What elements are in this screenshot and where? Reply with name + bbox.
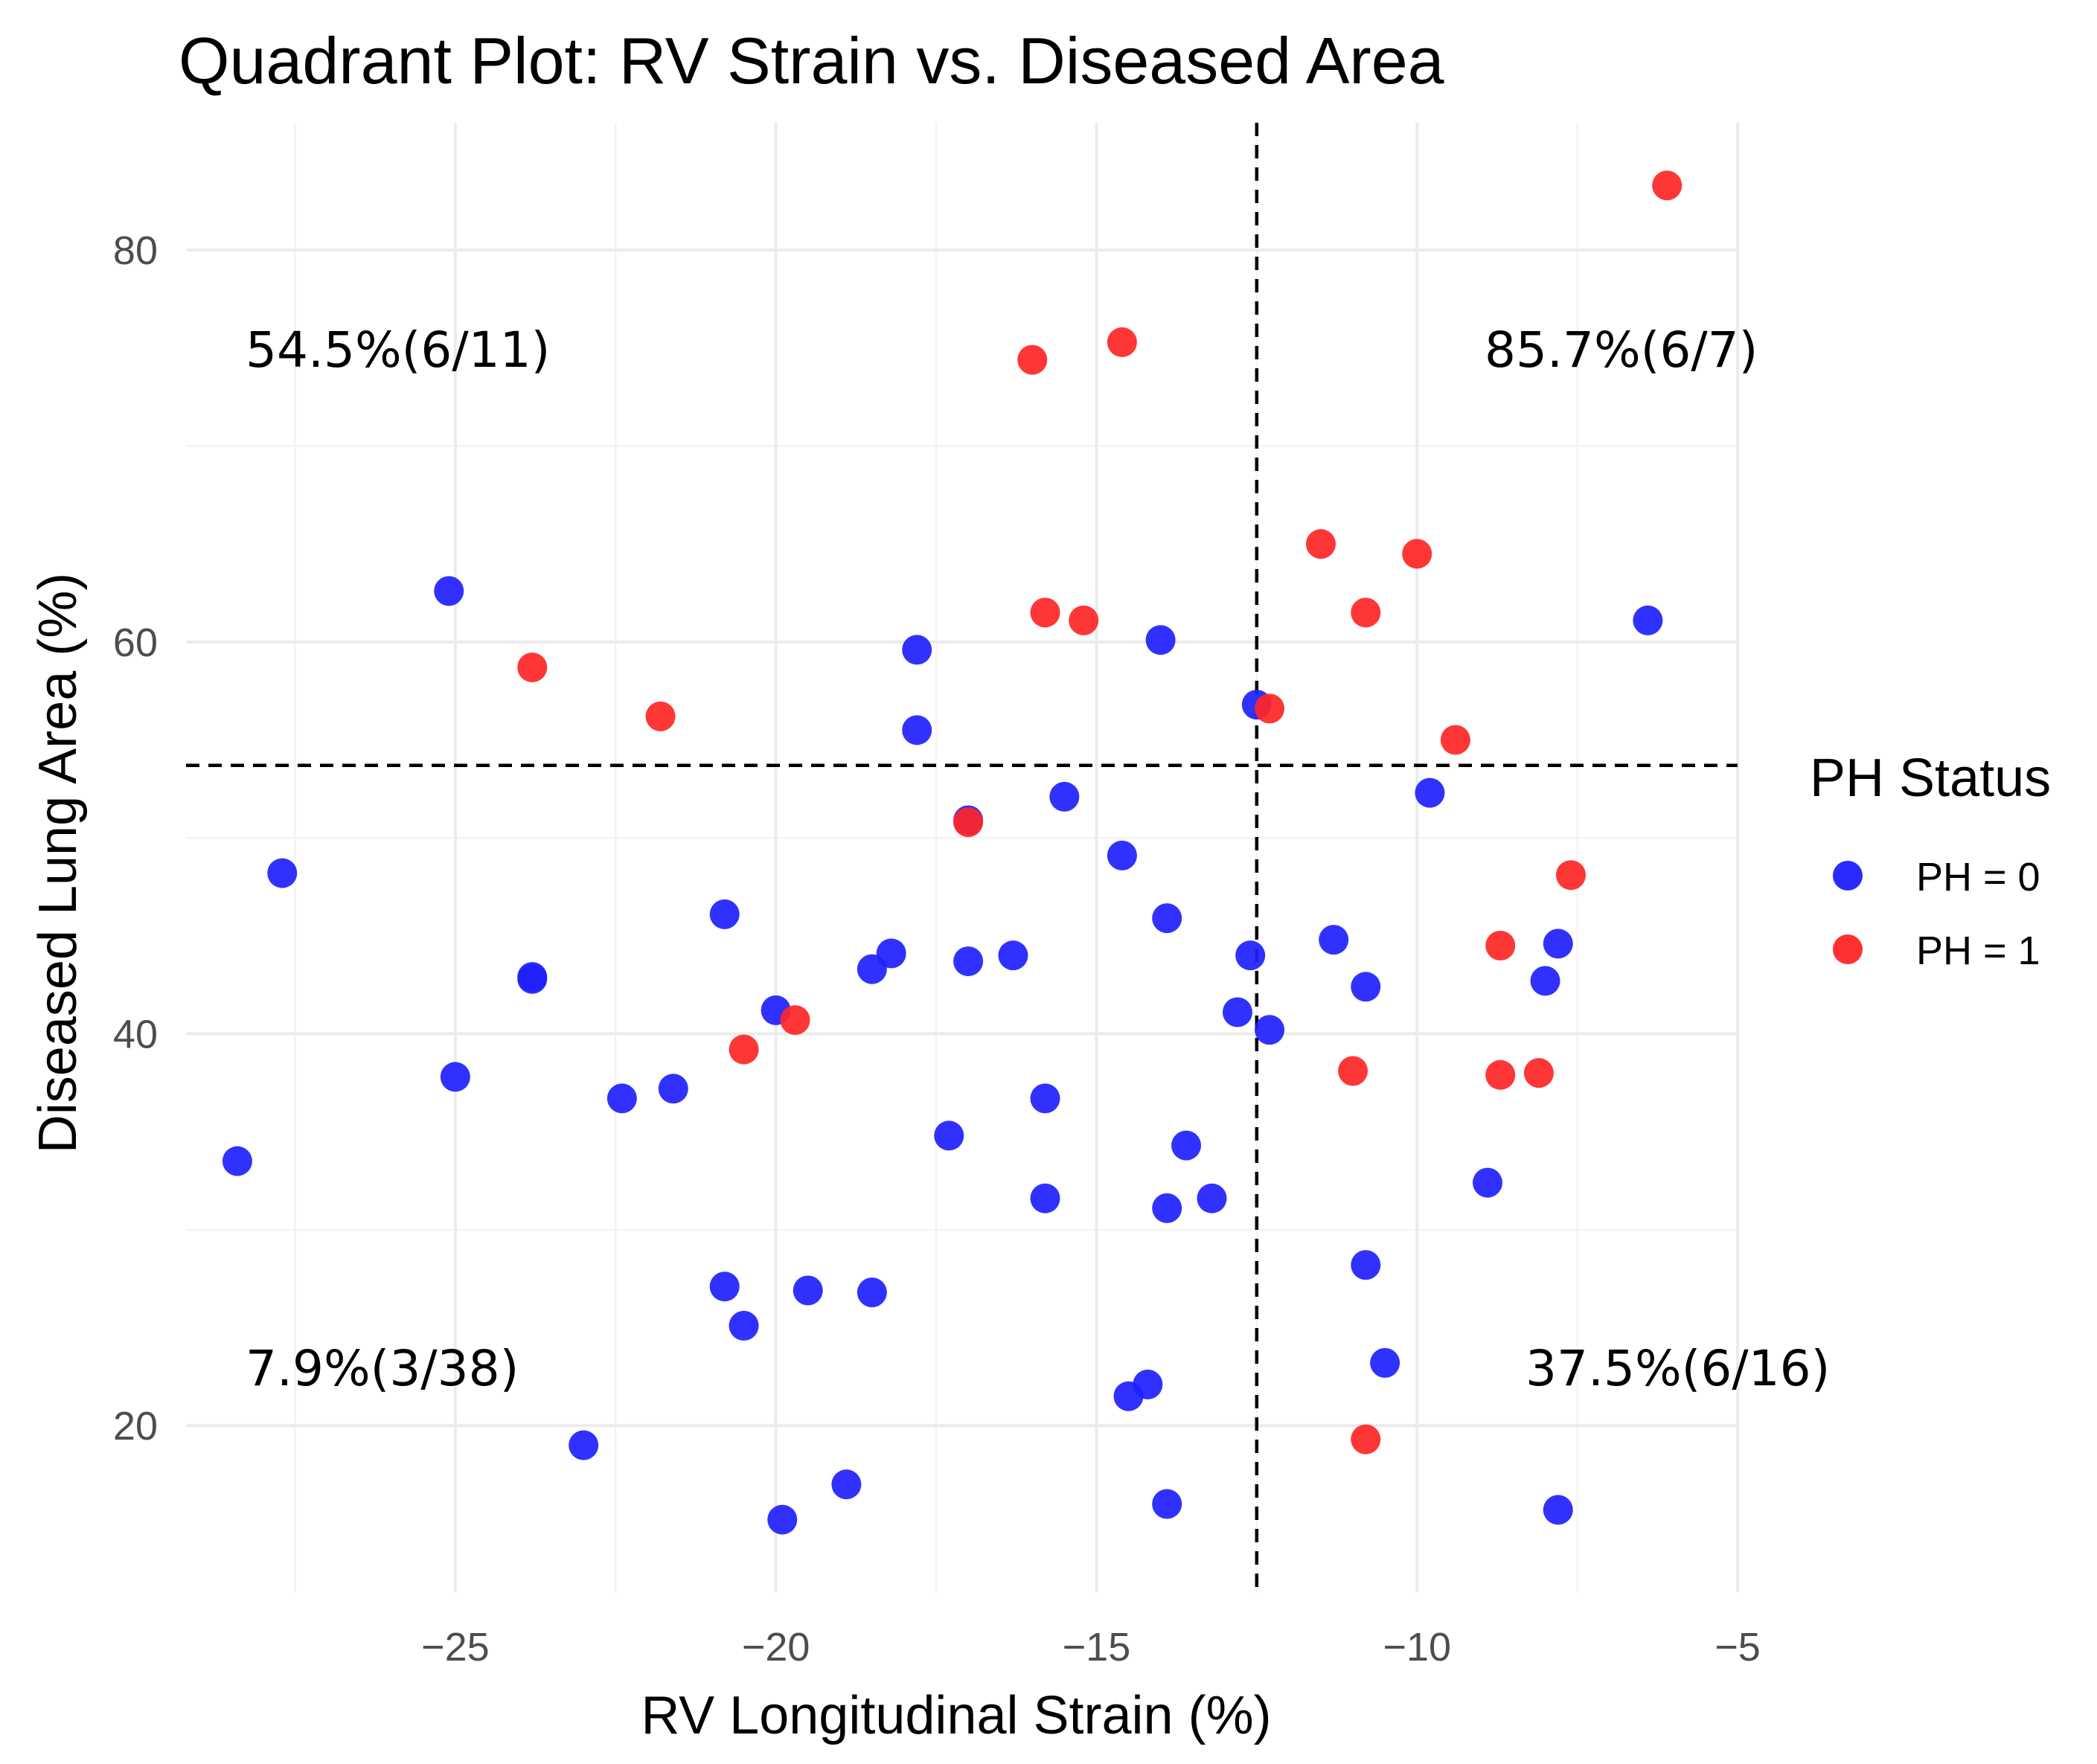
data-point-ph1 <box>1555 860 1586 891</box>
data-point-ph0 <box>1472 1167 1502 1198</box>
data-point-ph0 <box>1235 940 1266 971</box>
data-point-ph1 <box>729 1034 759 1065</box>
data-point-ph0 <box>1351 1250 1381 1280</box>
data-point-ph0 <box>1152 1193 1182 1223</box>
data-point-ph0 <box>1255 1015 1285 1045</box>
data-point-ph0 <box>793 1275 823 1306</box>
quadrant-label-bottom-left: 7.9%(3/38) <box>246 1340 519 1397</box>
data-point-ph0 <box>1030 1083 1060 1114</box>
data-point-ph0 <box>1319 925 1349 955</box>
data-point-ph0 <box>1222 997 1252 1027</box>
data-point-ph0 <box>857 1277 887 1308</box>
data-point-ph0 <box>709 1271 740 1302</box>
data-point-ph0 <box>1543 928 1573 959</box>
legend: PH Status PH = 0 PH = 1 <box>1810 748 2051 973</box>
data-point-ph1 <box>953 807 984 838</box>
data-point-ph0 <box>1543 1495 1573 1525</box>
data-point-ph0 <box>729 1310 759 1341</box>
data-point-ph0 <box>1107 840 1137 870</box>
data-point-ph1 <box>1255 693 1285 724</box>
data-point-ph0 <box>606 1083 637 1114</box>
y-axis-title: Diseased Lung Area (%) <box>28 573 88 1153</box>
legend-title: PH Status <box>1810 748 2051 808</box>
data-point-ph1 <box>1351 597 1381 628</box>
data-point-ph0 <box>876 938 906 969</box>
x-tick-label: −20 <box>742 1625 810 1670</box>
data-point-ph1 <box>1305 529 1336 559</box>
x-tick-label: −25 <box>421 1625 490 1670</box>
x-tick-label: −10 <box>1383 1625 1451 1670</box>
data-point-ph0 <box>831 1469 862 1500</box>
data-point-ph1 <box>1069 605 1099 635</box>
data-point-ph0 <box>267 858 298 888</box>
legend-marker-ph0 <box>1833 861 1863 891</box>
data-point-ph0 <box>440 1062 470 1092</box>
legend-marker-ph1 <box>1833 934 1863 964</box>
data-point-ph1 <box>1351 1424 1381 1455</box>
data-point-ph0 <box>434 576 464 606</box>
data-point-ph1 <box>1485 931 1516 960</box>
data-point-ph0 <box>709 899 740 929</box>
chart-title: Quadrant Plot: RV Strain vs. Diseased Ar… <box>179 24 1444 97</box>
data-point-ph0 <box>658 1074 688 1104</box>
data-point-ph0 <box>1197 1183 1227 1213</box>
data-point-ph1 <box>517 652 548 683</box>
y-tick-label: 40 <box>113 1013 158 1057</box>
data-point-ph0 <box>902 715 932 745</box>
data-point-ph1 <box>1652 170 1683 201</box>
data-point-ph0 <box>1152 903 1182 934</box>
threshold-lines <box>186 123 1738 1592</box>
data-point-ph0 <box>767 1504 798 1535</box>
data-point-ph0 <box>998 940 1028 971</box>
data-point-ph0 <box>1133 1369 1163 1399</box>
data-point-ph0 <box>902 635 932 665</box>
data-point-ph0 <box>1049 781 1080 812</box>
grid-lines <box>186 123 1739 1592</box>
data-point-ph0 <box>222 1146 252 1176</box>
data-point-ph1 <box>1107 327 1137 357</box>
data-point-ph0 <box>1030 1183 1060 1213</box>
y-tick-label: 60 <box>113 620 158 665</box>
legend-label-ph1: PH = 1 <box>1916 928 2040 973</box>
x-axis-ticks: −25 −20 −15 −10 −5 <box>421 1625 1761 1670</box>
data-point-ph0 <box>1415 777 1445 808</box>
x-tick-label: −15 <box>1063 1625 1131 1670</box>
legend-label-ph0: PH = 0 <box>1916 855 2040 899</box>
data-point-ph0 <box>934 1120 964 1151</box>
data-point-ph1 <box>1485 1059 1516 1090</box>
quadrant-label-top-right: 85.7%(6/7) <box>1485 321 1758 379</box>
data-point-ph0 <box>1171 1130 1202 1161</box>
data-point-ph0 <box>1633 605 1663 635</box>
data-point-ph1 <box>1030 597 1060 628</box>
y-axis-ticks: 20 40 60 80 <box>113 228 158 1449</box>
data-point-ph0 <box>517 963 548 994</box>
data-point-ph1 <box>1523 1058 1554 1088</box>
data-points <box>222 170 1683 1535</box>
data-point-ph0 <box>569 1430 599 1460</box>
data-point-ph0 <box>1145 625 1176 655</box>
y-tick-label: 20 <box>113 1404 158 1449</box>
data-point-ph1 <box>645 701 676 731</box>
data-point-ph0 <box>1351 972 1381 1002</box>
x-axis-title: RV Longitudinal Strain (%) <box>641 1686 1271 1745</box>
data-point-ph1 <box>1338 1056 1368 1086</box>
data-point-ph1 <box>1402 539 1432 569</box>
data-point-ph0 <box>953 946 984 977</box>
data-point-ph1 <box>1440 725 1470 755</box>
data-point-ph0 <box>1370 1347 1400 1378</box>
data-point-ph0 <box>1530 966 1560 996</box>
quadrant-label-top-left: 54.5%(6/11) <box>246 321 550 379</box>
y-tick-label: 80 <box>113 228 158 273</box>
data-point-ph1 <box>1017 344 1048 375</box>
quadrant-label-bottom-right: 37.5%(6/16) <box>1525 1340 1830 1397</box>
data-point-ph0 <box>1152 1489 1182 1519</box>
x-tick-label: −5 <box>1715 1625 1761 1670</box>
data-point-ph1 <box>780 1005 810 1036</box>
